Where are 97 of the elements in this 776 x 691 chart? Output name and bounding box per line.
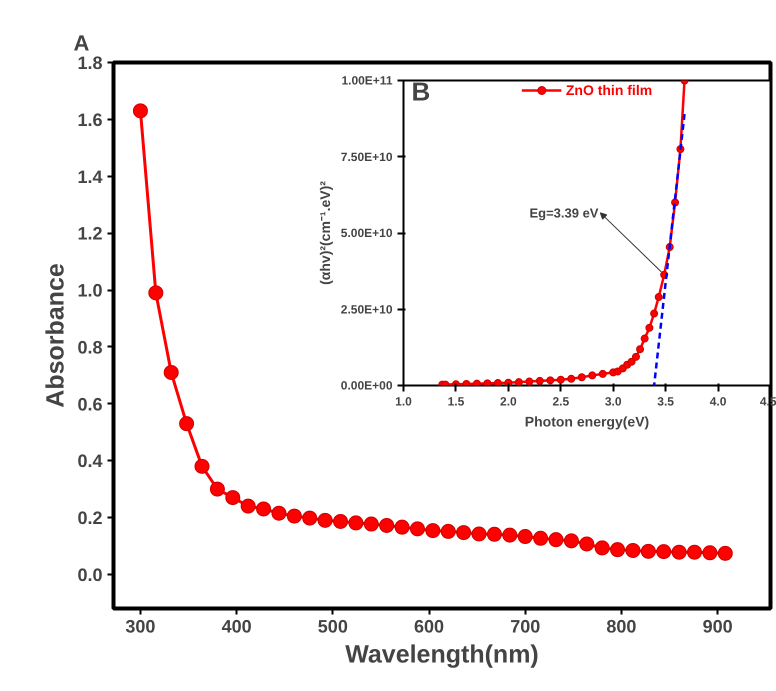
point <box>564 533 579 548</box>
x-tick-label: 3.0 <box>604 394 622 408</box>
x-tick-label: 3.5 <box>657 394 674 408</box>
point <box>271 506 286 521</box>
point <box>546 376 554 384</box>
x-tick-label: 600 <box>414 616 444 636</box>
point <box>588 371 596 380</box>
point <box>179 416 194 432</box>
x-axis-title: Photon energy(eV) <box>524 414 650 430</box>
y-tick-label: 0.00E+00 <box>340 378 393 392</box>
point <box>318 512 333 528</box>
y-axis-title: Absorbance <box>41 263 70 408</box>
point <box>567 374 576 383</box>
point <box>718 546 733 561</box>
point <box>654 293 663 302</box>
x-tick-label: 400 <box>222 616 252 636</box>
point <box>514 378 523 386</box>
point <box>578 373 586 382</box>
point <box>594 540 610 556</box>
y-tick-label: 0.8 <box>77 337 103 358</box>
point <box>286 508 302 524</box>
y-tick-label: 1.4 <box>77 166 103 187</box>
point <box>645 324 654 332</box>
y-tick-label: 0.2 <box>77 508 103 528</box>
point <box>240 498 256 514</box>
point <box>536 376 544 385</box>
y-tick-label: 1.0 <box>77 280 103 300</box>
point <box>640 334 649 343</box>
y-tick-label: 0.4 <box>77 451 103 472</box>
point <box>256 501 272 516</box>
point <box>472 526 487 542</box>
point <box>702 545 718 560</box>
x-tick-label: 500 <box>318 616 348 636</box>
point <box>672 544 687 560</box>
point <box>625 543 640 558</box>
point <box>525 378 534 386</box>
chart-title: B <box>412 76 430 106</box>
point <box>556 376 565 384</box>
point <box>636 345 644 354</box>
x-tick-label: 2.5 <box>552 394 570 408</box>
point <box>425 523 440 538</box>
point <box>225 490 240 506</box>
point <box>486 526 502 542</box>
x-tick-label: 300 <box>125 616 156 636</box>
x-axis-title: Wavelength(nm) <box>345 640 539 668</box>
x-tick-label: 800 <box>606 616 636 636</box>
point <box>440 524 456 539</box>
point <box>456 525 472 540</box>
y-tick-label: 2.50E+10 <box>340 302 393 316</box>
point <box>210 482 225 497</box>
point <box>533 530 548 546</box>
y-tick-label: 1.00E+11 <box>341 74 393 88</box>
chart-title: A <box>74 30 90 56</box>
point <box>132 103 148 118</box>
point <box>518 529 533 544</box>
x-tick-label: 700 <box>510 616 540 636</box>
y-tick-label: 7.50E+10 <box>340 150 393 164</box>
annotation: Eg=3.39 eV <box>529 205 599 220</box>
point <box>379 518 394 533</box>
point <box>640 544 656 559</box>
y-axis-title: (αhv)²(cm⁻¹.eV)² <box>316 180 333 285</box>
point <box>364 516 379 532</box>
point <box>333 514 348 529</box>
x-tick-label: 1.5 <box>448 394 465 408</box>
point <box>194 458 210 474</box>
point <box>548 532 564 548</box>
point <box>494 379 502 386</box>
point <box>632 352 640 361</box>
point <box>394 520 410 535</box>
y-tick-label: 1.6 <box>77 110 103 130</box>
point <box>656 544 672 560</box>
point <box>610 542 626 558</box>
x-tick-label: 900 <box>702 616 733 636</box>
point <box>598 370 607 378</box>
x-tick-label: 2.0 <box>500 394 518 408</box>
y-tick-label: 0.0 <box>77 564 103 585</box>
legend-label: ZnO thin film <box>566 82 652 98</box>
point <box>502 528 518 543</box>
point <box>148 285 164 300</box>
x-tick-label: 4.0 <box>710 394 727 408</box>
y-tick-label: 1.2 <box>77 224 103 244</box>
y-tick-label: 5.00E+10 <box>340 226 393 240</box>
y-tick-label: 1.8 <box>77 53 103 73</box>
x-tick-label: 1.0 <box>395 394 412 408</box>
point <box>687 544 702 560</box>
point <box>462 380 470 386</box>
point <box>410 521 425 536</box>
point <box>348 515 364 530</box>
point <box>483 379 492 386</box>
point <box>164 364 179 380</box>
point <box>628 358 636 366</box>
y-tick-label: 0.6 <box>77 394 103 414</box>
point <box>650 310 658 318</box>
point <box>579 536 594 552</box>
point <box>504 378 512 386</box>
point <box>472 380 481 386</box>
point <box>302 510 318 526</box>
